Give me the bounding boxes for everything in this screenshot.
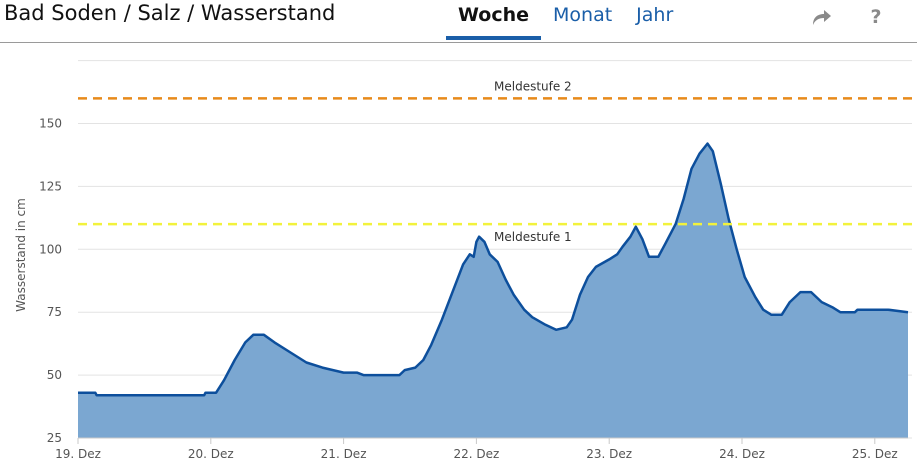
share-arrow-icon [813,10,831,25]
x-tick-label: 20. Dez [188,447,234,461]
y-tick-label: 100 [39,242,62,256]
x-tick-label: 24. Dez [719,447,765,461]
header-bar: Bad Soden / Salz / Wasserstand Woche Mon… [0,0,917,43]
x-tick-label: 19. Dez [55,447,101,461]
tab-woche[interactable]: Woche [446,0,542,40]
y-tick-label: 50 [47,368,62,382]
share-button[interactable] [807,3,835,31]
x-tick-label: 23. Dez [586,447,632,461]
tab-jahr[interactable]: Jahr [636,4,674,26]
water-level-chart: Meldestufe 1 Meldestufe 2 25 50 75 100 125 150… [14,60,916,461]
axes: 25 50 75 100 125 150 19. Dez 20. Dez 21. Dez 22. … [39,117,908,461]
y-tick-label: 25 [47,431,62,445]
tab-monat[interactable]: Monat [553,4,613,26]
water-level-area [78,143,908,438]
page-title: Bad Soden / Salz / Wasserstand [4,1,336,25]
threshold-label-meldestufe-2: Meldestufe 2 [494,79,572,93]
y-tick-label: 125 [39,179,62,193]
x-tick-label: 21. Dez [321,447,367,461]
threshold-label-meldestufe-1: Meldestufe 1 [494,230,572,244]
period-tabs: Woche Monat Jahr [446,0,685,42]
x-tick-label: 22. Dez [453,447,499,461]
threshold-lines: Meldestufe 1 Meldestufe 2 [78,79,916,244]
x-tick-label: 25. Dez [852,447,898,461]
y-tick-label: 75 [47,305,62,319]
y-axis-label: Wasserstand in cm [14,198,28,312]
water-level-line [78,142,909,397]
help-button[interactable]: ? [870,6,882,28]
y-tick-label: 150 [39,117,62,131]
